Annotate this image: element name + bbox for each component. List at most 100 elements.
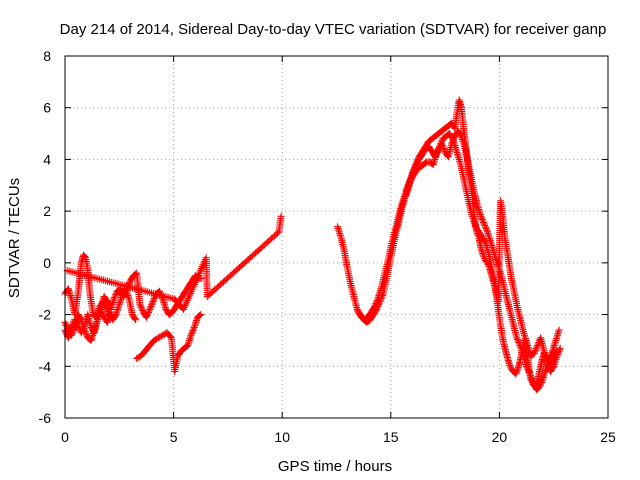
data-point <box>182 283 192 295</box>
data-point <box>154 332 165 342</box>
data-point <box>197 311 205 319</box>
data-point <box>185 278 195 290</box>
data-point <box>419 159 430 169</box>
data-point <box>512 367 521 378</box>
data-point <box>86 290 97 317</box>
data-point <box>100 293 110 304</box>
data-point <box>527 350 537 360</box>
data-point <box>454 127 465 139</box>
data-point <box>369 307 380 319</box>
data-point <box>165 309 175 319</box>
y-tick-label: -2 <box>39 307 52 323</box>
y-tick-label: 4 <box>43 151 51 167</box>
x-tick-label: 15 <box>383 429 399 445</box>
series-isolated <box>63 212 285 313</box>
data-point <box>159 330 170 339</box>
data-point <box>142 307 153 321</box>
series-arc-c <box>61 305 115 342</box>
data-point <box>171 295 182 307</box>
data-point <box>513 334 523 348</box>
data-point <box>126 273 137 285</box>
data-point <box>425 143 435 154</box>
data-point <box>507 365 516 374</box>
data-point <box>97 305 107 320</box>
x-tick-label: 20 <box>492 429 508 445</box>
data-point <box>428 133 438 143</box>
data-point <box>439 133 449 143</box>
x-tick-label: 25 <box>600 429 616 445</box>
data-point <box>80 251 88 260</box>
series-arc-g <box>402 127 563 394</box>
y-tick-label: 2 <box>43 203 51 219</box>
y-tick-label: 6 <box>43 100 51 116</box>
data-point <box>202 254 211 298</box>
data-point <box>178 289 189 300</box>
data-point <box>435 128 445 138</box>
data-point <box>487 238 497 255</box>
data-point <box>532 384 542 394</box>
data-point <box>448 134 458 148</box>
data-point <box>504 254 515 280</box>
data-point <box>163 329 174 341</box>
data-point <box>194 311 204 321</box>
x-tick-label: 5 <box>170 429 178 445</box>
data-point <box>402 183 413 200</box>
data-point <box>366 312 377 324</box>
data-point <box>77 323 88 337</box>
data-point <box>516 342 527 358</box>
data-point <box>475 228 485 240</box>
data-point <box>110 289 120 303</box>
data-point <box>530 343 541 357</box>
data-point <box>364 309 374 321</box>
data-point <box>179 256 209 313</box>
data-point <box>555 326 563 334</box>
y-axis-label: SDTVAR / TECUs <box>6 178 23 298</box>
data-point <box>479 251 489 262</box>
y-tick-label: -6 <box>39 410 52 426</box>
data-point <box>141 343 153 355</box>
data-point <box>93 305 103 321</box>
data-point <box>438 140 448 154</box>
data-point <box>190 315 201 331</box>
x-tick-label: 10 <box>274 429 290 445</box>
data-point <box>198 274 206 282</box>
data-point <box>203 229 281 300</box>
data-point <box>363 317 373 326</box>
data-point <box>133 353 144 362</box>
data-point <box>136 300 146 314</box>
data-point <box>146 299 156 313</box>
data-point <box>412 157 422 171</box>
data-point <box>523 362 533 376</box>
y-tick-label: -4 <box>39 358 52 374</box>
data-point <box>499 212 509 239</box>
chart-title: Day 214 of 2014, Sidereal Day-to-day VTE… <box>60 21 607 38</box>
data-point <box>493 259 504 275</box>
data-point <box>361 314 371 324</box>
data-points <box>61 96 564 394</box>
x-tick-label: 0 <box>61 429 69 445</box>
data-point <box>74 311 84 322</box>
data-point <box>546 364 557 375</box>
x-axis-label: GPS time / hours <box>278 458 392 475</box>
data-point <box>510 368 519 377</box>
data-point <box>477 212 487 226</box>
data-point <box>187 325 198 339</box>
data-point <box>371 297 381 311</box>
data-point <box>478 233 488 245</box>
data-point <box>358 313 368 323</box>
data-point <box>550 354 560 370</box>
data-point <box>542 356 553 373</box>
data-point <box>549 338 559 355</box>
data-point <box>438 125 448 135</box>
ticks: -6 -4 -2 0 2 4 6 8 0 5 10 15 20 25 <box>39 48 616 445</box>
data-point <box>556 344 564 352</box>
data-point <box>553 346 564 360</box>
data-point <box>501 233 512 260</box>
data-point <box>181 343 191 352</box>
data-point <box>132 316 140 324</box>
data-point <box>150 335 161 344</box>
data-point <box>107 308 115 316</box>
data-point <box>505 360 515 371</box>
data-point <box>425 136 435 145</box>
